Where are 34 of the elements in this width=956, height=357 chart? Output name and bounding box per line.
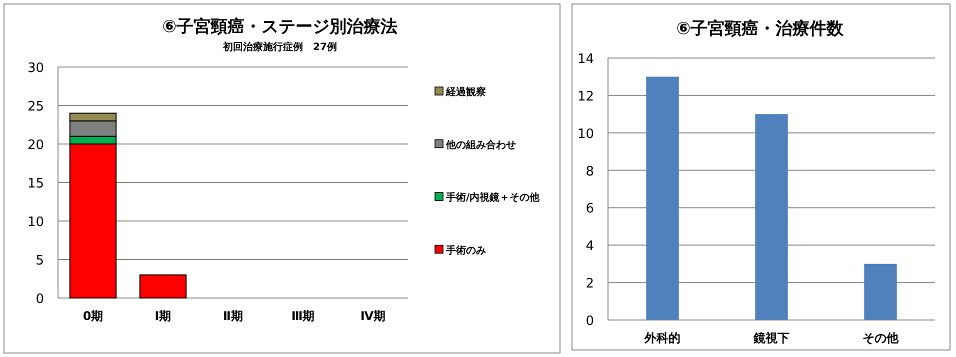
x-tick-label: Ⅳ期 bbox=[360, 309, 386, 323]
bar bbox=[139, 274, 187, 298]
y-tick-label: 12 bbox=[577, 89, 594, 104]
y-tick-label: 14 bbox=[577, 52, 594, 67]
y-tick-label: 10 bbox=[27, 215, 44, 230]
chart-title: ⑥子宮頸癌・ステージ別治療法 bbox=[162, 17, 398, 37]
y-tick-label: 0 bbox=[586, 314, 594, 329]
bar bbox=[646, 76, 679, 320]
bar bbox=[755, 114, 788, 320]
y-tick-label: 30 bbox=[27, 61, 44, 76]
x-tick-label: Ⅰ期 bbox=[154, 309, 172, 323]
legend-label: 他の組み合わせ bbox=[445, 138, 516, 151]
legend-label: 手術/内視鏡＋その他 bbox=[445, 192, 541, 204]
y-tick-label: 25 bbox=[27, 100, 44, 114]
x-tick-label: その他 bbox=[862, 331, 900, 345]
x-tick-label: Ⅱ期 bbox=[223, 309, 243, 323]
legend-label: 手術のみ bbox=[445, 244, 486, 256]
y-tick-label: 5 bbox=[36, 254, 44, 268]
chart-subtitle: 初回治療施行症例 27例 bbox=[222, 41, 337, 53]
x-tick-label: 外科的 bbox=[644, 331, 680, 345]
y-tick-label: 20 bbox=[27, 138, 44, 153]
bar bbox=[864, 264, 897, 320]
y-tick-label: 6 bbox=[586, 202, 594, 217]
y-tick-label: 0 bbox=[36, 292, 44, 307]
y-tick-label: 15 bbox=[27, 176, 44, 192]
chart-title: ⑥子宮頸癌・治療件数 bbox=[676, 19, 845, 39]
x-tick-label: Ⅲ期 bbox=[291, 309, 315, 323]
x-tick-label: 鏡視下 bbox=[752, 331, 790, 345]
x-tick-label: 0期 bbox=[82, 309, 104, 323]
y-tick-label: 4 bbox=[586, 239, 594, 254]
y-tick-label: 8 bbox=[586, 164, 594, 180]
legend-label: 経過観察 bbox=[445, 86, 486, 98]
y-tick-label: 2 bbox=[586, 276, 594, 292]
y-tick-label: 10 bbox=[577, 126, 594, 142]
